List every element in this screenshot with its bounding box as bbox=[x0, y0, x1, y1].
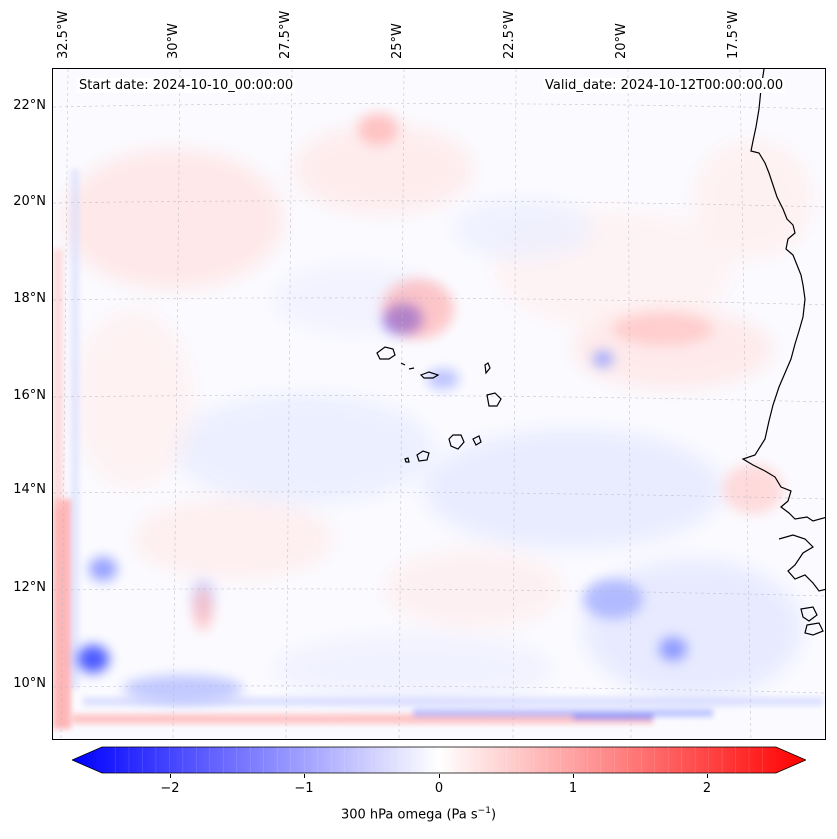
cbar-tickmark bbox=[439, 774, 440, 778]
colorbar-body bbox=[72, 746, 806, 774]
map-panel bbox=[52, 68, 826, 740]
lat-label: 18°N bbox=[13, 291, 46, 306]
lon-label: 27.5°W bbox=[278, 10, 293, 59]
omega-field-map bbox=[53, 69, 825, 739]
lat-label: 10°N bbox=[13, 676, 46, 691]
colorbar-label: 300 hPa omega (Pa s−1) bbox=[0, 806, 837, 822]
colorbar-label-close: ) bbox=[490, 807, 497, 823]
lon-label: 30°W bbox=[166, 23, 181, 59]
cbar-tick-label: 0 bbox=[434, 781, 444, 796]
west-africa-coastline bbox=[741, 69, 825, 636]
colorbar-label-text: 300 hPa omega (Pa s bbox=[340, 807, 478, 823]
lat-label: 22°N bbox=[13, 98, 46, 113]
gridlines bbox=[53, 69, 825, 739]
lat-label: 12°N bbox=[13, 580, 46, 595]
start-date-label: Start date: 2024-10-10_00:00:00 bbox=[77, 78, 296, 93]
lon-label: 32.5°W bbox=[56, 10, 71, 59]
lon-label: 22.5°W bbox=[502, 10, 517, 59]
cbar-tick-label: 1 bbox=[568, 781, 578, 796]
lon-label: 25°W bbox=[390, 23, 405, 59]
lat-label: 20°N bbox=[13, 194, 46, 209]
cbar-tickmark bbox=[170, 774, 171, 778]
colorbar bbox=[72, 746, 806, 774]
lat-label: 14°N bbox=[13, 482, 46, 497]
lon-label: 20°W bbox=[614, 23, 629, 59]
cbar-tick-label: −1 bbox=[294, 781, 314, 796]
boundary-anomalies bbox=[53, 169, 823, 729]
cbar-tickmark bbox=[573, 774, 574, 778]
lat-label: 16°N bbox=[13, 388, 46, 403]
cbar-tick-label: 2 bbox=[702, 781, 712, 796]
cape-verde-islands bbox=[376, 346, 502, 463]
cbar-tickmark bbox=[304, 774, 305, 778]
colorbar-label-exponent: −1 bbox=[477, 806, 491, 816]
cbar-tick-label: −2 bbox=[160, 781, 180, 796]
lon-label: 17.5°W bbox=[726, 10, 741, 59]
valid-date-label: Valid_date: 2024-10-12T00:00:00.00 bbox=[543, 78, 786, 93]
cbar-tickmark bbox=[707, 774, 708, 778]
